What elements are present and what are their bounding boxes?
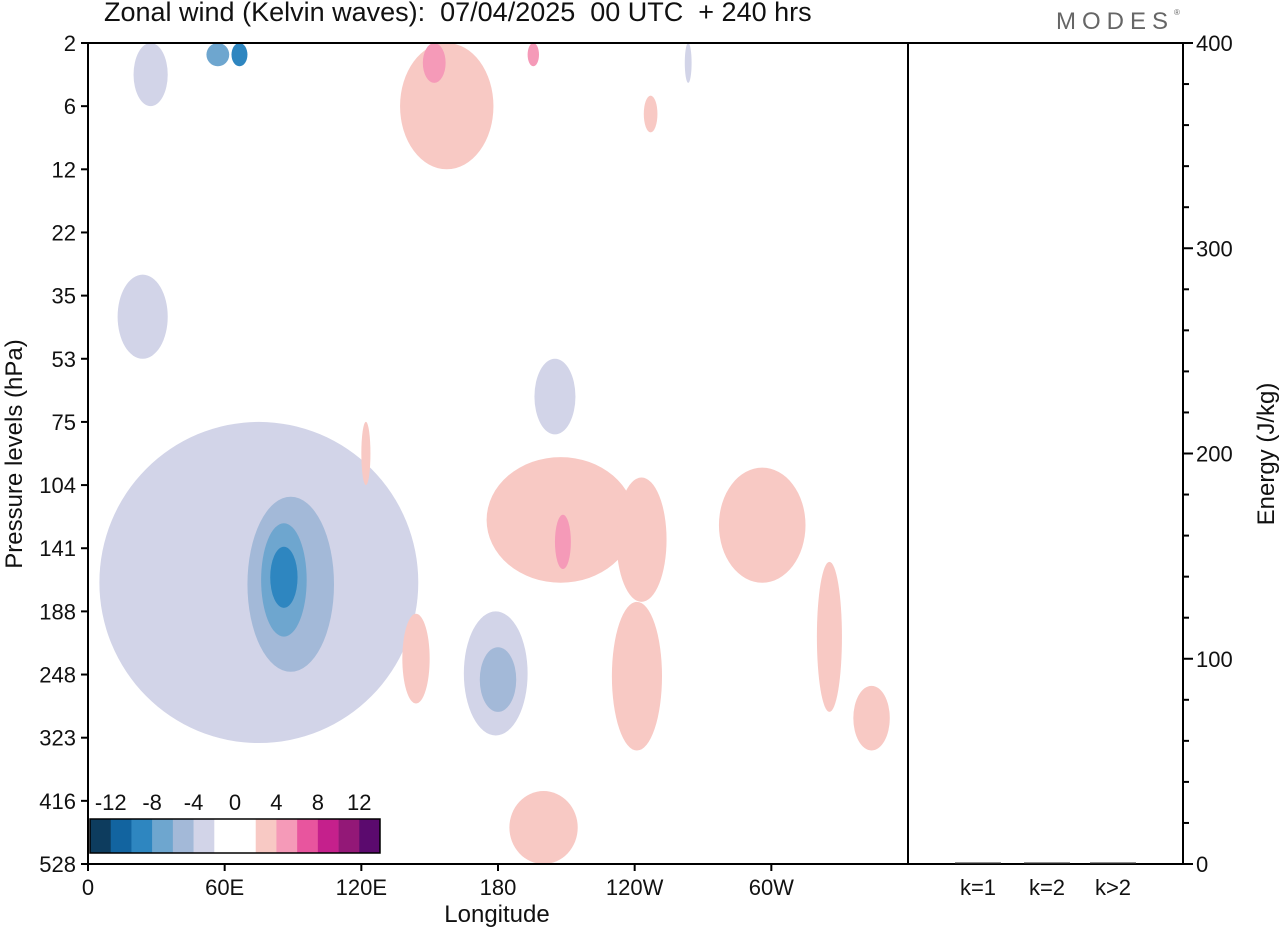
colorbar-swatch	[297, 819, 319, 853]
y-tick-label: 2	[64, 31, 76, 56]
colorbar-swatch	[131, 819, 153, 853]
energy-tick-label: 100	[1196, 647, 1233, 672]
y-tick-label: 141	[39, 536, 76, 561]
chart-title: Zonal wind (Kelvin waves): 07/04/2025 00…	[104, 0, 812, 27]
pressure-axis: 2 6 12 22 35 53 75 104 141 188 248 323 416 528	[39, 31, 88, 877]
y-tick-label: 53	[52, 347, 76, 372]
energy-tick-label: 200	[1196, 442, 1233, 467]
energy-tick-label: 0	[1196, 852, 1208, 877]
wind-anomaly-negative-1	[206, 43, 230, 67]
energy-axis: 0 100 200 300 400	[1182, 31, 1233, 877]
colorbar-swatch	[110, 819, 132, 853]
bar-category-label: k>2	[1095, 875, 1131, 900]
modes-logo: MODES®	[1056, 8, 1180, 36]
wind-anomaly-positive-3	[422, 43, 446, 83]
wind-anomaly-positive-4	[527, 43, 539, 67]
colorbar-swatch	[359, 819, 381, 853]
wind-anomaly-positive-19	[616, 477, 667, 602]
wind-anomaly-positive-5	[400, 43, 494, 170]
x-tick-label: 60W	[749, 875, 794, 900]
wind-anomaly-positive-6	[643, 95, 658, 133]
wind-anomaly-positive-24	[509, 791, 578, 864]
colorbar-swatch	[317, 819, 339, 853]
wind-anomaly-positive-18	[554, 514, 571, 570]
wind-anomaly-negative-15	[479, 647, 517, 712]
y-tick-label: 104	[39, 473, 76, 498]
wind-anomaly-positive-20	[718, 467, 806, 583]
energy-tick-label: 400	[1196, 31, 1233, 56]
colorbar-label: 12	[347, 790, 371, 815]
logo-registered-mark: ®	[1174, 8, 1180, 17]
energy-bar-3	[1090, 862, 1136, 864]
wind-anomaly-positive-25	[402, 613, 430, 704]
colorbar-swatch	[152, 819, 174, 853]
y-tick-label: 6	[64, 94, 76, 119]
colorbar-swatch	[193, 819, 215, 853]
y-tick-label: 12	[52, 157, 76, 182]
wind-anomaly-positive-21	[611, 601, 662, 751]
y-tick-label: 323	[39, 726, 76, 751]
bar-category-label: k=2	[1029, 875, 1065, 900]
wind-anomaly-negative-2	[231, 43, 248, 67]
wind-anomaly-negative-9	[534, 358, 576, 435]
y-tick-label: 248	[39, 663, 76, 688]
x-tick-label: 120W	[606, 875, 664, 900]
wind-anomaly-positive-23	[853, 685, 890, 751]
colorbar-swatch	[338, 819, 360, 853]
colorbar-swatch	[90, 819, 112, 853]
y-tick-label: 416	[39, 789, 76, 814]
y-tick-label: 528	[39, 852, 76, 877]
energy-axis-title: Energy (J/kg)	[1253, 383, 1280, 526]
x-tick-label: 180	[480, 875, 517, 900]
y-tick-label: 188	[39, 599, 76, 624]
energy-bar-2	[1024, 862, 1070, 864]
wind-anomaly-negative-0	[133, 43, 168, 107]
colorbar-label: 4	[270, 790, 282, 815]
x-tick-label: 0	[82, 875, 94, 900]
colorbar-label: -4	[184, 790, 204, 815]
y-tick-label: 75	[52, 410, 76, 435]
energy-tick-label: 300	[1196, 236, 1233, 261]
y-tick-label: 22	[52, 220, 76, 245]
x-tick-label: 120E	[336, 875, 387, 900]
wind-anomaly-negative-13	[270, 546, 298, 608]
heatmap-plot-area	[87, 42, 909, 865]
bar-category-label: k=1	[960, 875, 996, 900]
wind-anomaly-negative-7	[684, 43, 692, 83]
colorbar-swatch	[172, 819, 194, 853]
colorbar-swatch	[235, 819, 257, 853]
y-axis-title: Pressure levels (hPa)	[1, 339, 28, 568]
logo-text: MODES	[1056, 8, 1175, 35]
colorbar-swatch	[255, 819, 277, 853]
x-tick-label: 60E	[205, 875, 244, 900]
colorbar-label: -8	[142, 790, 162, 815]
colorbar-swatch	[214, 819, 236, 853]
energy-bar-1	[955, 862, 1001, 864]
y-tick-label: 35	[52, 284, 76, 309]
wind-anomaly-negative-8	[117, 274, 168, 359]
colorbar-label: 0	[229, 790, 241, 815]
colorbar-legend: -12 -8 -4 0 4 8 12	[89, 790, 381, 854]
colorbar-label: 8	[312, 790, 324, 815]
colorbar-swatch	[276, 819, 298, 853]
longitude-axis: 0 60E 120E 180 120W 60W	[82, 864, 794, 900]
x-axis-title: Longitude	[444, 901, 549, 928]
energy-bar-panel: k=1 k=2 k>2	[907, 42, 1184, 900]
wind-anomaly-positive-16	[361, 421, 371, 486]
wind-anomaly-positive-22	[816, 561, 842, 712]
colorbar-label: -12	[95, 790, 127, 815]
